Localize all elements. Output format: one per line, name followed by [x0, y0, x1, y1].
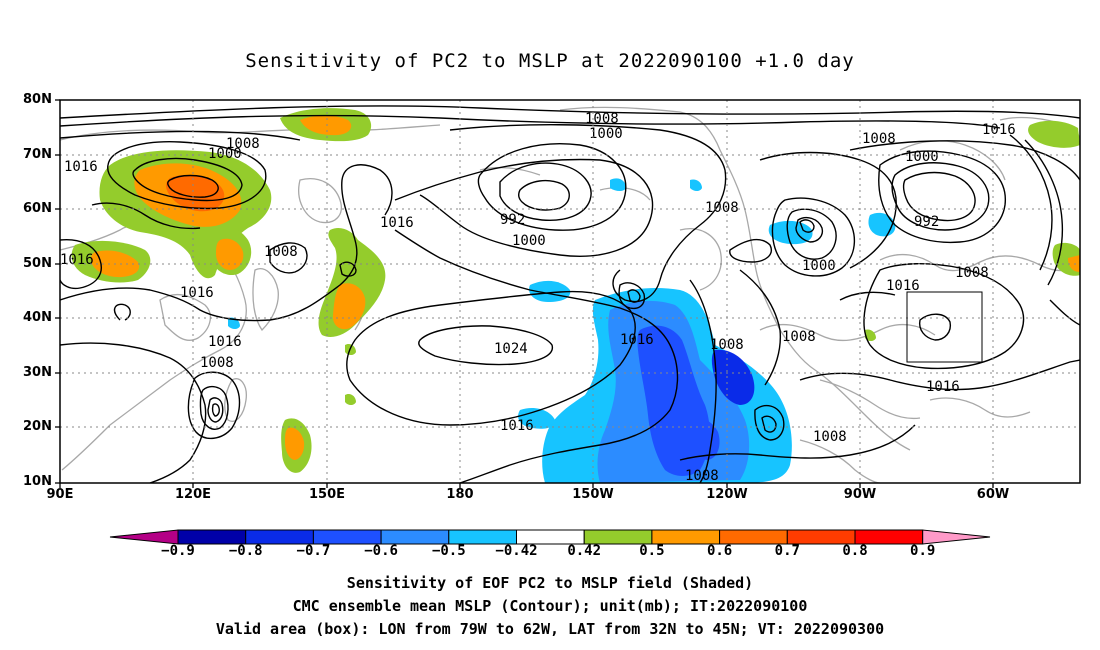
colorbar-label: −0.5 [431, 543, 466, 559]
colorbar-cell [177, 529, 247, 545]
contour-label: 1000 [905, 149, 939, 165]
lon-label: 90E [46, 487, 74, 502]
contour-label: 1008 [862, 131, 896, 147]
colorbar-cell [786, 529, 856, 545]
lat-label: 30N [23, 365, 52, 380]
colorbar-cell [245, 529, 314, 545]
lat-label: 20N [23, 419, 52, 434]
contour-label: 1016 [180, 285, 214, 301]
contour-label: 1000 [589, 126, 623, 142]
plot-title: Sensitivity of PC2 to MSLP at 2022090100… [245, 50, 855, 72]
contour-label: 1008 [200, 355, 234, 371]
colorbar-label: 0.9 [910, 543, 936, 559]
caption-line-3: Valid area (box): LON from 79W to 62W, L… [215, 620, 885, 638]
colorbar-label: 0.6 [706, 543, 733, 559]
colorbar-cell [516, 529, 585, 545]
map-frame [59, 99, 1081, 484]
contour-label: 1008 [710, 337, 744, 353]
colorbar-cell [854, 529, 924, 545]
contour-label: 1008 [813, 429, 847, 445]
colorbar-cell [448, 529, 517, 545]
colorbar-label: −0.8 [228, 543, 263, 559]
contour-label: 1016 [60, 252, 94, 268]
lat-label: 50N [23, 256, 52, 271]
lon-label: 180 [446, 487, 474, 502]
contour-label: 1008 [705, 200, 739, 216]
contour-label: 1016 [500, 418, 534, 434]
lon-label: 150E [308, 487, 346, 502]
contour-label: 1008 [226, 136, 260, 152]
contour-label: 1000 [208, 146, 242, 162]
contour-label: 1016 [886, 278, 920, 294]
lat-label: 10N [23, 474, 52, 489]
contour-label: 1016 [208, 334, 242, 350]
contour-label: 992 [500, 212, 525, 228]
map-plot: 1008 1000 1016 1008 1016 1016 1016 1016 … [55, 99, 1081, 488]
mslp-contours [60, 105, 1080, 483]
caption-line-1: Sensitivity of EOF PC2 to MSLP field (Sh… [346, 574, 754, 592]
lon-label: 150W [572, 487, 614, 502]
colorbar-label: 0.8 [842, 543, 868, 559]
colorbar-cell [109, 529, 179, 545]
contour-label: 1016 [926, 379, 960, 395]
caption-line-2: CMC ensemble mean MSLP (Contour); unit(m… [292, 597, 808, 615]
valid-area-box [906, 291, 983, 363]
lon-label: 90W [843, 487, 877, 502]
colorbar-label: −0.42 [495, 543, 538, 559]
colorbar-label: 0.5 [639, 543, 665, 559]
colorbar-cell [922, 529, 991, 545]
lat-label: 70N [23, 147, 52, 162]
contour-label: 1008 [585, 111, 619, 127]
lat-label: 80N [23, 92, 52, 107]
colorbar-cell [583, 529, 653, 545]
lon-label: 120E [174, 487, 212, 502]
contour-label: 1000 [802, 258, 836, 274]
contour-label: 1016 [64, 159, 98, 175]
contour-label: 1016 [982, 122, 1016, 138]
colorbar-cell [380, 529, 450, 545]
contour-label: 992 [914, 214, 939, 230]
lon-label: 120W [706, 487, 748, 502]
contour-label: 1016 [620, 332, 654, 348]
contour-label: 1008 [782, 329, 816, 345]
contour-labels: 1008 1000 1016 1008 1016 1016 1016 1016 … [60, 111, 1016, 484]
contour-label: 1016 [380, 215, 414, 231]
colorbar-label: 0.7 [774, 543, 800, 559]
positive-sensitivity-shading [71, 108, 1080, 473]
contour-label: 1024 [494, 341, 528, 357]
lon-label: 60W [976, 487, 1010, 502]
lat-label: 60N [23, 201, 52, 216]
contour-label: 1000 [512, 233, 546, 249]
contour-label: 1008 [264, 244, 298, 260]
colorbar-cell [719, 529, 788, 545]
colorbar-label: −0.6 [364, 543, 398, 559]
colorbar-label: 0.42 [567, 543, 602, 559]
colorbar-cell [651, 529, 721, 545]
colorbar-cell [312, 529, 382, 545]
contour-label: 1008 [955, 265, 989, 281]
gridlines [60, 100, 1080, 483]
contour-label: 1008 [685, 468, 719, 484]
colorbar-label: −0.7 [296, 543, 331, 559]
lat-label: 40N [23, 310, 52, 325]
colorbar-label: −0.9 [161, 543, 195, 559]
